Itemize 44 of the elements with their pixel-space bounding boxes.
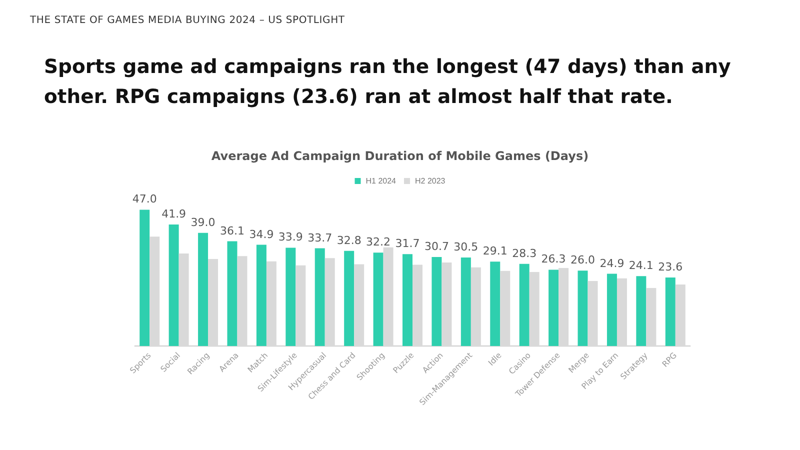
bar <box>286 248 296 346</box>
data-label: 32.8 <box>336 234 362 247</box>
text: THE STATE OF GAMES MEDIA BUYING 2024 – US SPOTLIGHT <box>30 15 345 26</box>
data-label: 28.3 <box>512 246 537 260</box>
data-label: 36.1 <box>220 224 244 238</box>
bar <box>314 248 325 346</box>
data-label: 47.0 <box>132 192 157 206</box>
legend-label: H1 2024 <box>366 176 397 186</box>
data-label: 24.9 <box>600 256 624 270</box>
bar <box>578 270 588 346</box>
chart-subtitle: Average Ad Campaign Duration of Mobile Games (Days) <box>211 149 589 163</box>
bar <box>432 256 442 346</box>
data-label: 33.9 <box>278 230 303 244</box>
bar <box>168 224 179 346</box>
bar <box>606 274 617 346</box>
bar <box>373 252 384 346</box>
bar <box>548 270 559 346</box>
bar <box>490 262 500 346</box>
data-label: 24.1 <box>628 259 654 272</box>
data-label: 39.0 <box>190 216 216 229</box>
legend-label: H2 2023 <box>415 176 446 186</box>
x-tick-label: Idle <box>486 350 504 368</box>
chart-title: Sports game ad campaigns ran the longest (47 days) than any other. RPG campaigns (23.6) ran at almost half that rate. <box>44 54 732 110</box>
data-label: 23.6 <box>658 260 683 274</box>
data-label: 26.3 <box>541 252 566 266</box>
bar <box>140 210 150 346</box>
data-label: 29.1 <box>482 244 508 258</box>
bar <box>665 278 676 346</box>
bar <box>519 264 530 346</box>
bar <box>198 232 208 346</box>
data-label: 31.7 <box>395 237 420 250</box>
data-label: 32.2 <box>366 236 391 249</box>
bar <box>402 254 412 346</box>
bar <box>227 241 238 346</box>
data-label: 30.5 <box>454 240 478 254</box>
bar <box>636 276 646 346</box>
data-label: 26.0 <box>570 254 596 267</box>
bar <box>460 258 471 346</box>
data-label: 33.7 <box>308 231 332 244</box>
bar <box>344 250 354 346</box>
data-label: 30.7 <box>424 240 449 253</box>
data-label: 41.9 <box>162 207 186 220</box>
bar <box>256 244 266 346</box>
data-label: 34.9 <box>249 228 274 241</box>
